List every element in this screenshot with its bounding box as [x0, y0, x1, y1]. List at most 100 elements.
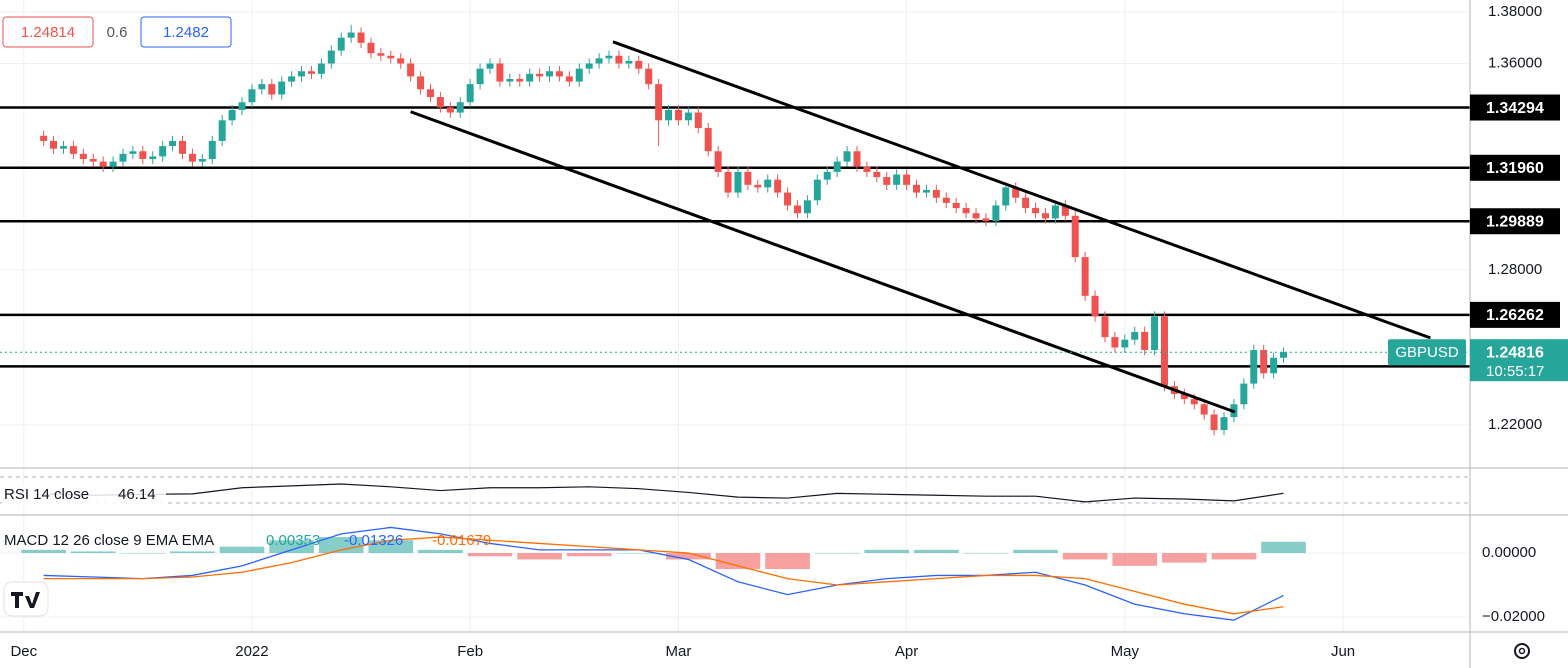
candle-body [79, 153, 87, 160]
candle-body [774, 179, 782, 193]
candle-body [1032, 208, 1040, 214]
candle-body [486, 63, 494, 69]
level-label: 1.26262 [1486, 307, 1544, 324]
candle-body [684, 112, 692, 121]
histogram-bar [1062, 553, 1108, 560]
rsi-title: RSI 14 close [4, 486, 89, 503]
candle-body [903, 174, 911, 185]
candle-body [585, 63, 593, 69]
candle-body [665, 109, 673, 121]
candle-body [89, 159, 97, 162]
candle-body [436, 97, 444, 108]
candle-body [387, 55, 395, 59]
histogram-bar [566, 553, 612, 557]
candle-body [1041, 213, 1049, 219]
candle-body [317, 63, 325, 74]
level-label-bg [1470, 154, 1560, 181]
candle-body [417, 76, 425, 90]
candle-body [724, 171, 732, 193]
level-label-bg [1470, 301, 1560, 328]
candle-body [476, 68, 484, 85]
candle-body [873, 171, 881, 178]
candle-body [575, 68, 583, 82]
ask-box[interactable] [140, 16, 232, 48]
candle-body [1091, 295, 1099, 317]
histogram-bar [715, 553, 761, 570]
macd-title: MACD 12 26 close 9 EMA EMA [4, 532, 214, 549]
candle-body [1121, 339, 1129, 348]
candle-body [69, 146, 77, 154]
candle-body [496, 63, 504, 82]
plot [0, 24, 1470, 621]
candle-body [139, 151, 147, 160]
histogram-bar [616, 553, 662, 554]
candle-body [248, 89, 256, 103]
histogram-bar [170, 551, 215, 554]
histogram-bar [765, 553, 810, 570]
candle-body [169, 140, 177, 147]
bid-box[interactable] [2, 16, 94, 48]
candle-body [853, 151, 861, 167]
candle-body [555, 71, 563, 77]
candle-body [179, 140, 187, 154]
x-tick-label: May [1111, 643, 1140, 660]
x-tick-label: Mar [666, 643, 692, 660]
candle-body [734, 171, 742, 193]
candle-body [1220, 417, 1228, 431]
candle-body [744, 171, 752, 185]
candle-body [694, 112, 702, 129]
candle-body [674, 109, 682, 121]
candle-body [397, 58, 405, 64]
histogram-bar [368, 540, 414, 554]
candle-body [129, 151, 137, 154]
bid-price: 1.24814 [21, 24, 75, 41]
candle-body [347, 32, 355, 38]
labels: Dec 2022 Feb Mar Apr May Jun 1.38000 1.36000 1.28… [10, 3, 1568, 660]
candle-body [942, 197, 950, 203]
candle-body [1101, 316, 1109, 338]
candle-body [377, 53, 385, 56]
candle-body [1160, 316, 1168, 387]
candle-body [962, 208, 970, 214]
x-tick-label: 2022 [235, 643, 268, 660]
candle-body [645, 68, 653, 85]
candle-body [258, 84, 266, 90]
candle-body [595, 58, 603, 64]
candle-body [1111, 337, 1119, 348]
macd-histogram-value: 0.00353 [266, 532, 320, 549]
level-label: 1.34294 [1486, 100, 1544, 117]
candle-body [1151, 316, 1159, 351]
signal-value: -0.01679 [432, 532, 491, 549]
settings-icon[interactable] [1514, 643, 1530, 659]
candle-body [714, 151, 722, 172]
histogram-bar [1261, 541, 1306, 554]
candle-body [228, 109, 236, 121]
histogram-bar [1013, 549, 1058, 554]
histogram-bar [70, 551, 116, 554]
candle-body [1180, 393, 1188, 400]
level-label-bg [1470, 208, 1560, 235]
y-tick-label: 0.00000 [1482, 544, 1536, 561]
candle-body [407, 63, 415, 77]
candle-body [298, 71, 306, 77]
ask-price: 1.2482 [163, 24, 209, 41]
rsi-value: 46.14 [118, 486, 156, 503]
candle-body [922, 189, 930, 193]
candle-body [536, 73, 544, 77]
candle-body [813, 179, 821, 201]
candle-body [1012, 187, 1020, 198]
legend-bg [2, 484, 166, 506]
candle-body [50, 140, 58, 149]
histogram-bar [269, 540, 314, 554]
candle-body [288, 76, 296, 82]
candle-body [307, 71, 315, 74]
x-tick-label: Apr [895, 643, 918, 660]
candle-body [59, 146, 67, 149]
candle-body [1071, 215, 1079, 258]
candle-body [992, 205, 1000, 221]
histogram-bar [467, 553, 513, 557]
logo[interactable] [3, 581, 49, 617]
histogram-bar [517, 553, 562, 560]
candle-body [238, 102, 246, 110]
